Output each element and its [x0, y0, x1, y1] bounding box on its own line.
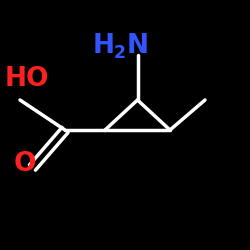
Text: H: H — [92, 33, 114, 59]
Text: O: O — [14, 151, 36, 177]
Text: 2: 2 — [114, 44, 126, 62]
Text: HO: HO — [5, 66, 50, 92]
Text: N: N — [126, 33, 148, 59]
